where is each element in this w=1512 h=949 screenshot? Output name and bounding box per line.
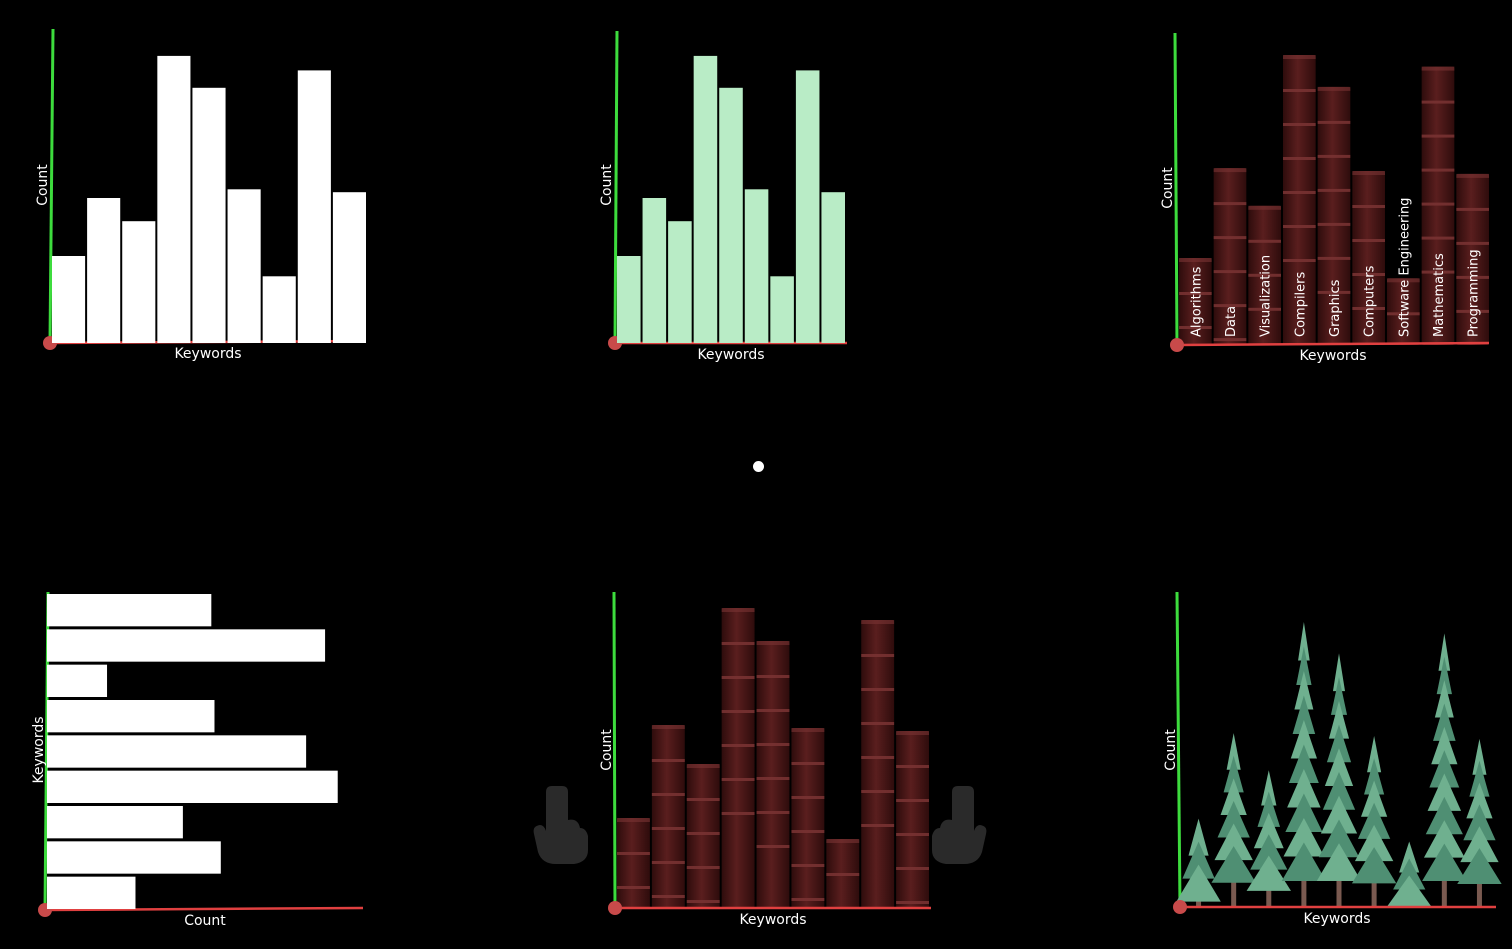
- book-visualization: Visualization: [1248, 205, 1281, 345]
- bar-data: [87, 198, 121, 343]
- bar-software-engineering: [770, 276, 794, 343]
- hand-shape: [533, 786, 588, 864]
- x-axis-label: Keywords: [174, 346, 241, 362]
- book-data: Data: [1213, 168, 1247, 345]
- bar-algorithms: [617, 256, 641, 343]
- tick-label: Graphics: [1328, 279, 1343, 337]
- bar-software-engineering: [262, 276, 296, 343]
- book-algorithms: Algorithms: [1179, 258, 1212, 345]
- chart-mint-bars: Keywords Count: [599, 30, 847, 363]
- tick-label: Mathematics: [1432, 253, 1447, 337]
- x-axis: [44, 906, 364, 912]
- bar-data: [642, 198, 667, 343]
- tick-label: Computers: [1363, 265, 1378, 337]
- x-axis-label: Keywords: [1303, 911, 1370, 927]
- bar-visualization: [122, 221, 156, 343]
- bar-mathematics: [795, 70, 820, 344]
- book-mathematics: Mathematics: [1421, 66, 1455, 345]
- bar-compilers: [157, 55, 191, 344]
- chart-trees: Keywords Count: [1163, 591, 1502, 927]
- book-graphics: [756, 641, 790, 908]
- bar-programming: [47, 876, 136, 909]
- chart-books-labeled: Algorithms Data Visualization Compilers Grap…: [1160, 32, 1490, 364]
- y-axis-label: Count: [35, 164, 51, 206]
- x-axis-label: Keywords: [697, 347, 764, 363]
- tree-computers: [1351, 736, 1397, 907]
- tree-algorithms: [1176, 818, 1221, 907]
- book-data: [651, 725, 685, 908]
- tick-label: Data: [1224, 306, 1239, 337]
- book-mathematics: [861, 620, 895, 908]
- gaze-cursor-dot: [753, 461, 764, 472]
- book-compilers: [721, 608, 755, 908]
- y-axis: [48, 28, 55, 344]
- tick-label: Algorithms: [1189, 266, 1204, 337]
- book-visualization: [686, 764, 720, 908]
- bar-computers: [744, 189, 769, 343]
- y-axis-label: Count: [599, 164, 615, 206]
- bar-graphics: [47, 735, 307, 768]
- bar-algorithms: [52, 256, 86, 343]
- x-axis-label: Keywords: [1299, 348, 1366, 364]
- y-axis-label: Count: [599, 729, 615, 771]
- tree-compilers: [1281, 622, 1327, 907]
- bar-computers: [47, 770, 338, 803]
- bar-mathematics: [47, 841, 221, 874]
- bar-programming: [821, 192, 845, 343]
- book-computers: [791, 728, 825, 908]
- pointing-hand-icon[interactable]: [928, 782, 988, 864]
- chart-books: Keywords Count: [599, 591, 931, 928]
- y-axis: [613, 30, 619, 344]
- x-axis-label: Count: [184, 913, 226, 929]
- y-axis-label: Count: [1160, 167, 1176, 209]
- tree-visualization: [1246, 770, 1291, 907]
- book-computers: Computers: [1352, 171, 1385, 345]
- bar-graphics: [192, 87, 226, 343]
- x-axis: [1176, 341, 1490, 347]
- y-axis-label: Keywords: [31, 716, 47, 783]
- y-axis: [1173, 32, 1179, 346]
- x-axis-label: Keywords: [739, 912, 806, 928]
- axis-origin-knob: [608, 901, 622, 915]
- book-graphics: Graphics: [1317, 86, 1351, 346]
- axis-origin-knob: [1173, 900, 1187, 914]
- bar-algorithms: [47, 594, 212, 627]
- book-software-engineering: [826, 839, 860, 908]
- book-algorithms: [617, 818, 650, 908]
- bar-software-engineering: [47, 806, 183, 839]
- y-axis: [612, 591, 617, 909]
- bar-compilers: [47, 700, 215, 733]
- pointing-hand-icon[interactable]: [532, 782, 592, 864]
- bar-programming: [332, 192, 366, 343]
- book-software-engineering: Software Engineering: [1387, 198, 1420, 345]
- tree-data: [1211, 733, 1256, 907]
- tree-programming: [1457, 738, 1502, 907]
- tick-label: Software Engineering: [1397, 198, 1412, 337]
- tree-graphics: [1316, 653, 1362, 907]
- bar-data: [47, 629, 326, 662]
- book-compilers: Compilers: [1283, 55, 1316, 345]
- bar-visualization: [47, 664, 108, 697]
- bar-compilers: [693, 55, 718, 344]
- tick-label: Programming: [1467, 249, 1482, 337]
- bar-visualization: [668, 221, 692, 343]
- bar-mathematics: [297, 70, 331, 344]
- bar-computers: [227, 189, 261, 343]
- tree-mathematics: [1422, 633, 1467, 907]
- hand-shape: [932, 786, 987, 864]
- tick-label: Compilers: [1293, 271, 1308, 337]
- y-axis: [1175, 591, 1182, 908]
- book-programming: Programming: [1456, 173, 1489, 345]
- book-programming: [896, 731, 929, 908]
- y-axis-label: Count: [1163, 729, 1179, 771]
- tick-label: Visualization: [1259, 255, 1274, 337]
- chart-horizontal-bars: Count Keywords: [31, 591, 364, 929]
- chart-white-bars: Keywords Count: [35, 28, 367, 362]
- axis-origin-knob: [1170, 338, 1184, 352]
- bar-graphics: [719, 87, 743, 343]
- tree-software-engineering: [1387, 841, 1432, 907]
